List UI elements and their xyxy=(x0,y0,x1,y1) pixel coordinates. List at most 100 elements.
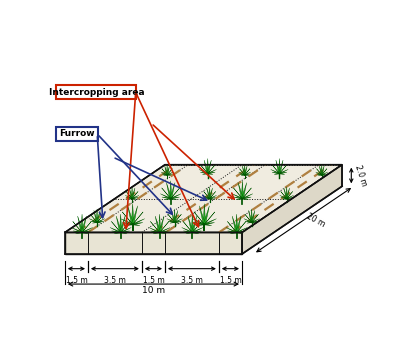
Polygon shape xyxy=(276,160,280,174)
Polygon shape xyxy=(162,174,167,175)
Polygon shape xyxy=(238,183,244,199)
Polygon shape xyxy=(82,231,91,233)
Polygon shape xyxy=(116,216,122,233)
Polygon shape xyxy=(92,222,97,223)
Polygon shape xyxy=(82,232,88,234)
Polygon shape xyxy=(150,231,160,233)
Polygon shape xyxy=(209,188,212,199)
Polygon shape xyxy=(71,228,82,233)
Polygon shape xyxy=(89,219,97,223)
Polygon shape xyxy=(279,170,288,174)
Polygon shape xyxy=(131,188,135,199)
Polygon shape xyxy=(232,194,243,199)
Polygon shape xyxy=(167,172,173,175)
Text: 3.5 m: 3.5 m xyxy=(104,276,126,285)
Polygon shape xyxy=(73,231,82,233)
Polygon shape xyxy=(172,210,176,222)
Polygon shape xyxy=(114,232,121,234)
Polygon shape xyxy=(171,198,177,200)
Polygon shape xyxy=(90,214,98,223)
Polygon shape xyxy=(65,233,242,254)
Polygon shape xyxy=(162,197,171,199)
Polygon shape xyxy=(168,221,175,223)
Polygon shape xyxy=(272,164,280,174)
Polygon shape xyxy=(162,188,171,199)
Polygon shape xyxy=(207,160,211,174)
Polygon shape xyxy=(242,188,252,199)
Polygon shape xyxy=(236,216,241,233)
Polygon shape xyxy=(96,209,98,222)
Polygon shape xyxy=(204,198,210,199)
Polygon shape xyxy=(126,191,132,199)
Polygon shape xyxy=(166,166,170,175)
Polygon shape xyxy=(245,214,252,223)
Polygon shape xyxy=(227,221,237,233)
Polygon shape xyxy=(210,198,214,199)
Polygon shape xyxy=(204,224,212,226)
Polygon shape xyxy=(132,195,139,199)
Polygon shape xyxy=(321,169,327,175)
Polygon shape xyxy=(167,174,172,175)
Polygon shape xyxy=(322,172,328,175)
Polygon shape xyxy=(182,228,193,233)
Polygon shape xyxy=(128,198,132,199)
Text: Intercropping area: Intercropping area xyxy=(49,88,144,97)
Polygon shape xyxy=(322,174,327,175)
Polygon shape xyxy=(120,231,130,233)
Text: 1.5 m: 1.5 m xyxy=(66,276,87,285)
Polygon shape xyxy=(226,228,237,233)
Polygon shape xyxy=(317,174,322,175)
Polygon shape xyxy=(121,219,133,225)
Polygon shape xyxy=(132,198,138,199)
Polygon shape xyxy=(150,221,160,233)
Polygon shape xyxy=(170,194,181,199)
Polygon shape xyxy=(122,222,133,225)
Polygon shape xyxy=(280,195,287,199)
Polygon shape xyxy=(199,170,208,174)
Polygon shape xyxy=(319,166,322,175)
Polygon shape xyxy=(204,222,214,225)
Text: 1.5 m: 1.5 m xyxy=(142,276,164,285)
Polygon shape xyxy=(316,169,322,175)
Polygon shape xyxy=(168,214,175,223)
Polygon shape xyxy=(73,221,83,233)
Polygon shape xyxy=(159,228,170,233)
Polygon shape xyxy=(248,210,252,222)
Polygon shape xyxy=(242,198,249,200)
Polygon shape xyxy=(149,228,160,233)
Polygon shape xyxy=(132,206,138,225)
Polygon shape xyxy=(252,219,260,223)
Polygon shape xyxy=(132,219,145,225)
Polygon shape xyxy=(170,183,175,199)
Polygon shape xyxy=(81,216,86,233)
Polygon shape xyxy=(321,165,322,175)
Polygon shape xyxy=(286,187,288,199)
Polygon shape xyxy=(96,214,104,223)
Polygon shape xyxy=(244,166,247,175)
Polygon shape xyxy=(112,231,121,233)
Polygon shape xyxy=(65,165,342,233)
Polygon shape xyxy=(120,228,131,233)
Polygon shape xyxy=(183,231,192,233)
Polygon shape xyxy=(174,219,182,223)
Text: 3.5 m: 3.5 m xyxy=(181,276,203,285)
Polygon shape xyxy=(90,221,97,223)
Polygon shape xyxy=(236,232,243,234)
Polygon shape xyxy=(203,206,209,225)
Text: Furrow: Furrow xyxy=(59,129,95,138)
Polygon shape xyxy=(82,228,93,233)
Polygon shape xyxy=(120,216,125,233)
Polygon shape xyxy=(158,214,161,233)
Polygon shape xyxy=(321,166,324,175)
Polygon shape xyxy=(128,206,134,225)
Polygon shape xyxy=(125,224,133,226)
Polygon shape xyxy=(208,170,216,174)
Polygon shape xyxy=(252,222,256,223)
Polygon shape xyxy=(279,172,287,174)
Polygon shape xyxy=(208,173,213,174)
Polygon shape xyxy=(200,164,208,174)
Polygon shape xyxy=(287,198,292,199)
Polygon shape xyxy=(230,232,237,234)
Polygon shape xyxy=(279,164,287,174)
Polygon shape xyxy=(279,173,285,174)
